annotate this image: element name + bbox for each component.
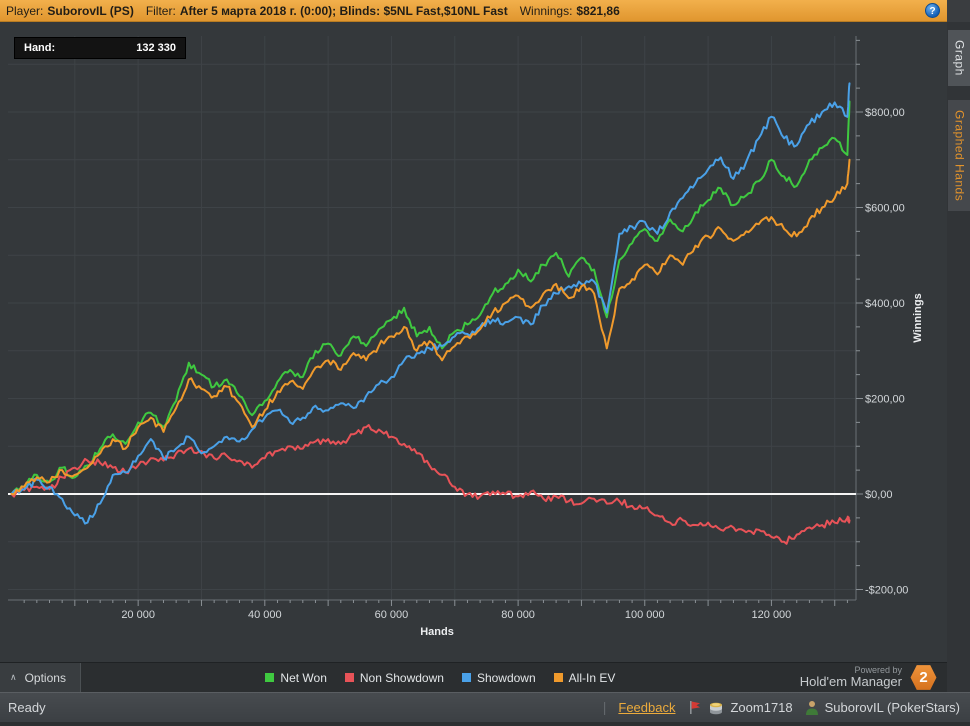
legend-item-showdown[interactable]: Showdown [462, 671, 536, 685]
net-won-swatch-icon [265, 673, 274, 682]
svg-text:60 000: 60 000 [375, 609, 409, 621]
filter-value: After 5 марта 2018 г. (0:00); Blinds: $5… [180, 4, 508, 18]
svg-text:80 000: 80 000 [501, 609, 535, 621]
status-text: Ready [8, 700, 46, 715]
svg-text:Hands: Hands [420, 626, 454, 638]
table-name: Zoom1718 [730, 700, 792, 715]
side-tabstrip: Graph Graphed Hands [947, 22, 970, 692]
all-in-ev-swatch-icon [554, 673, 563, 682]
tab-graph[interactable]: Graph [948, 30, 970, 86]
table-status-item: Zoom1718 [687, 700, 792, 715]
series-line-non-showdown [12, 425, 850, 544]
showdown-swatch-icon [462, 673, 471, 682]
player-value: SuborovIL (PS) [47, 4, 133, 18]
powered-by-brand: Powered by Hold'em Manager 2 [800, 664, 947, 691]
svg-text:Winnings: Winnings [912, 293, 924, 342]
filter-label: Filter: [146, 4, 176, 18]
chevron-up-icon: ∧ [10, 672, 17, 683]
hand-counter-value: 132 330 [136, 42, 176, 54]
status-divider: | [603, 699, 607, 715]
svg-text:$600,00: $600,00 [865, 203, 905, 215]
chip-stack-icon [708, 700, 724, 715]
legend-label: All-In EV [569, 671, 616, 685]
options-bar: ∧ Options Net Won Non Showdown Showdown … [0, 662, 947, 692]
feedback-link[interactable]: Feedback [618, 700, 675, 715]
svg-text:40 000: 40 000 [248, 609, 282, 621]
legend-label: Non Showdown [360, 671, 444, 685]
hand-counter-label: Hand: [24, 42, 55, 54]
titlebar-corner [947, 0, 970, 22]
graph-panel: -$200,00 $0,00 $200,00 $400,00 $600,00 $800,0… [0, 22, 947, 692]
titlebar: Player: SuborovIL (PS) Filter: After 5 м… [0, 0, 970, 22]
svg-text:$200,00: $200,00 [865, 394, 905, 406]
account-status-item: SuborovIL (PokerStars) [805, 700, 960, 715]
svg-text:-$200,00: -$200,00 [865, 585, 908, 597]
legend-item-all-in-ev[interactable]: All-In EV [554, 671, 616, 685]
svg-text:$0,00: $0,00 [865, 489, 893, 501]
help-icon[interactable]: ? [925, 3, 940, 18]
legend-label: Showdown [477, 671, 536, 685]
svg-text:20 000: 20 000 [121, 609, 155, 621]
legend-item-non-showdown[interactable]: Non Showdown [345, 671, 444, 685]
titlebar-info-strip: Player: SuborovIL (PS) Filter: After 5 м… [0, 0, 947, 22]
account-name: SuborovIL (PokerStars) [825, 700, 960, 715]
brand-name: Hold'em Manager [800, 675, 902, 690]
winnings-graph-canvas[interactable]: -$200,00 $0,00 $200,00 $400,00 $600,00 $800,0… [0, 22, 945, 662]
winnings-label: Winnings: [520, 4, 573, 18]
chart-legend: Net Won Non Showdown Showdown All-In EV [265, 671, 615, 685]
hand-counter: Hand: 132 330 [14, 37, 186, 59]
legend-label: Net Won [280, 671, 326, 685]
player-avatar-icon [805, 700, 819, 715]
svg-text:$800,00: $800,00 [865, 107, 905, 119]
options-button-label: Options [25, 671, 66, 685]
options-button[interactable]: ∧ Options [0, 663, 81, 692]
winnings-value: $821,86 [576, 4, 619, 18]
series-line-net-won [12, 102, 850, 495]
player-label: Player: [6, 4, 43, 18]
non-showdown-swatch-icon [345, 673, 354, 682]
legend-item-net-won[interactable]: Net Won [265, 671, 326, 685]
status-bar: Ready | Feedback Zoom1718 Subo [0, 692, 970, 726]
red-flag-icon [687, 700, 702, 715]
svg-text:100 000: 100 000 [625, 609, 665, 621]
tab-graphed-hands[interactable]: Graphed Hands [948, 100, 970, 211]
holdem-manager-logo-icon: 2 [910, 664, 937, 691]
svg-text:$400,00: $400,00 [865, 298, 905, 310]
svg-text:120 000: 120 000 [752, 609, 792, 621]
